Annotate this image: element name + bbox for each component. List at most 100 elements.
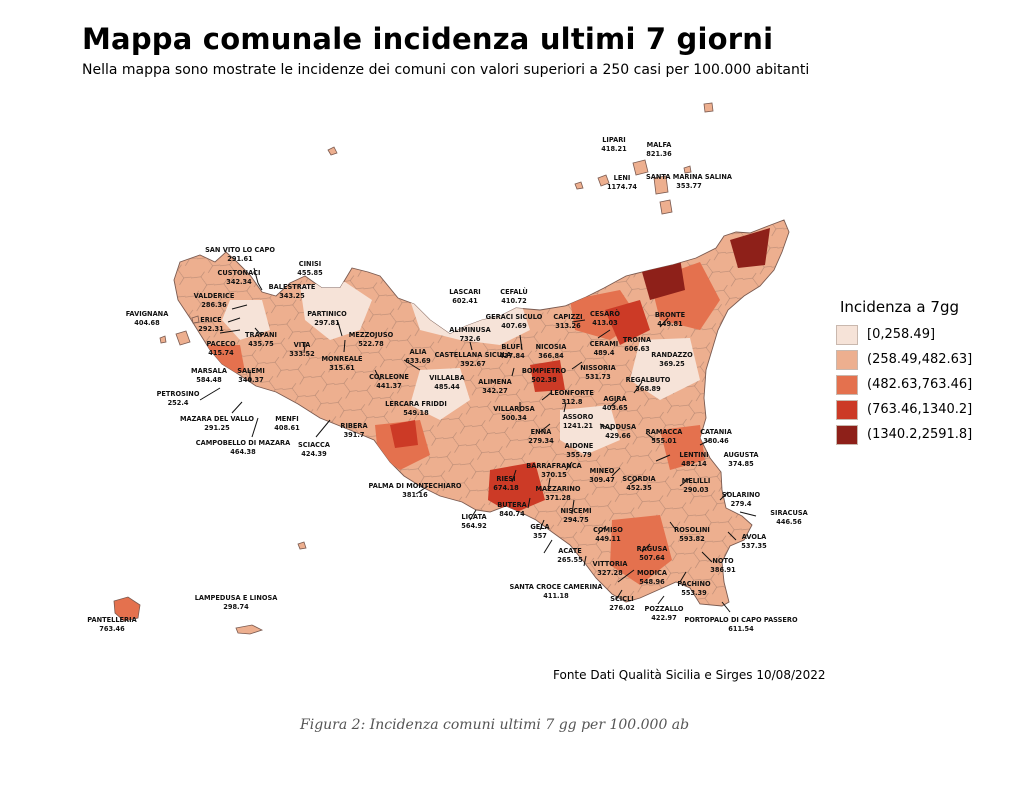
figure-caption: Figura 2: Incidenza comuni ultimi 7 gg p… [300,717,690,733]
label-solarino: SOLARINO 279.4 [722,491,761,508]
island-vulcano [659,199,673,215]
label-lascari: LASCARI 602.41 [449,288,481,305]
label-mineo: MINEO 309.47 [589,467,615,484]
label-lentini: LENTINI 482.14 [679,451,708,468]
label-ragusa: RAGUSA 507.64 [637,545,669,562]
label-gela: GELA 357 [530,523,550,540]
label-scicli: SCICLI 276.02 [609,595,635,612]
legend-swatch [836,374,858,395]
page-title: Mappa comunale incidenza ultimi 7 giorni [82,22,774,56]
label-menfi: MENFI 408.61 [274,415,300,432]
island-stromboli [703,102,714,113]
label-raddusa: RADDUSA 429.66 [600,423,637,440]
label-assoro: ASSORO 1241.21 [563,413,594,430]
region-low-etna [630,338,700,400]
label-aliminusa: ALIMINUSA 732.6 [449,326,491,343]
region-high-troina [605,300,650,345]
label-noto: NOTO 386.91 [710,557,736,574]
legend-item: (763.46,1340.2] [836,398,996,421]
label-san-vito-lo-capo: SAN VITO LO CAPO 291.61 [205,246,275,263]
label-mazara-del-vallo: MAZARA DEL VALLO 291.25 [180,415,254,432]
label-palma-di-montechiaro: PALMA DI MONTECHIARO 381.16 [369,482,462,499]
region-high-corleone [390,420,418,448]
label-enna: ENNA 279.34 [528,428,554,445]
island-lampedusa [235,624,264,635]
label-leni: LENI 1174.74 [607,174,637,191]
region-high-butera [488,462,545,514]
region-low-palermo [300,282,372,340]
label-riesi: RIESI 674.18 [493,475,519,492]
label-villarosa: VILLAROSA 500.34 [493,405,535,422]
region-mid-lentini [660,425,705,470]
label-acate: ACATE 265.55 [557,547,583,564]
label-cerami: CERAMI 489.4 [590,340,619,357]
label-bompietro: BOMPIETRO 502.38 [522,367,567,384]
legend-swatch [836,324,858,345]
label-regalbuto: REGALBUTO 368.89 [626,376,671,393]
label-campobello-di-mazara: CAMPOBELLO DI MAZARA 464.38 [196,439,291,456]
label-paceco: PACECO 415.74 [206,340,236,357]
label-villalba: VILLALBA 485.44 [429,374,465,391]
label-santa-marina-salina: SANTA MARINA SALINA 353.77 [646,173,733,190]
label-lercara-friddi: LERCARA FRIDDI 549.18 [385,400,447,417]
label-siracusa: SIRACUSA 446.56 [770,509,808,526]
label-melilli: MELILLI 290.03 [682,477,711,494]
label-custonaci: CUSTONACI 342.34 [218,269,261,286]
label-lampedusa-e-linosa: LAMPEDUSA E LINOSA 298.74 [195,594,279,611]
legend-label: (763.46,1340.2] [867,402,973,417]
label-pozzallo: POZZALLO 422.97 [645,605,684,622]
legend-label: (482.63,763.46] [867,377,973,392]
label-leonforte: LEONFORTE 312.8 [550,389,594,406]
label-licata: LICATA 564.92 [461,513,487,530]
source-note: Fonte Dati Qualità Sicilia e Sirges 10/0… [553,668,826,682]
legend-label: [0,258.49] [867,327,936,342]
label-pachino: PACHINO 553.39 [677,580,711,597]
label-vita: VITA 333.52 [289,341,315,358]
map-legend: Incidenza a 7gg [0,258.49] (258.49,482.6… [836,298,996,448]
island-lipari [653,175,669,195]
label-mezzojuso: MEZZOJUSO 522.78 [349,331,394,348]
label-mazzarino: MAZZARINO 371.28 [536,485,581,502]
label-troina: TROINA 606.63 [623,336,652,353]
island-salina [632,159,649,176]
island-alicudi [574,181,584,190]
legend-swatch [836,399,858,420]
island-favignana [175,330,191,346]
label-cefalu: CEFALÙ 410.72 [500,287,528,305]
label-augusta: AUGUSTA 374.85 [724,451,760,468]
minor-islands [113,102,714,635]
island-linosa [297,541,307,550]
label-nicosia: NICOSIA 366.84 [536,343,568,360]
label-capizzi: CAPIZZI 313.26 [553,313,582,330]
label-monreale: MONREALE 315.61 [321,355,363,372]
municipality-labels: LIPARI 418.21 MALFA 821.36 LENI 1174.74 SAN… [87,136,808,633]
label-modica: MODICA 548.96 [637,569,668,586]
label-barrafranca: BARRAFRANCA 370.15 [526,462,582,479]
label-castellana-sicula: CASTELLANA SICULA 392.67 [435,351,513,368]
label-balestrate: BALESTRATE 343.25 [269,283,316,300]
label-catania: CATANIA 380.46 [700,428,732,445]
label-comiso: COMISO 449.11 [593,526,623,543]
region-low-center [410,368,470,420]
label-scordia: SCORDIA 452.35 [622,475,656,492]
label-petrosino: PETROSINO 252.4 [157,390,200,407]
legend-item: (482.63,763.46] [836,373,996,396]
legend-item: (258.49,482.63] [836,348,996,371]
island-marettimo [159,335,167,344]
label-valderice: VALDERICE 286.36 [194,292,235,309]
label-alia: ALIA 633.69 [405,348,431,365]
label-geraci-siculo: GERACI SICULO 407.69 [486,313,543,330]
label-marsala: MARSALA 584.48 [191,367,228,384]
label-nissoria: NISSORIA 531.73 [580,364,616,381]
label-ribera: RIBERA 391.7 [340,422,368,439]
legend-item: (1340.2,2591.8] [836,423,996,446]
region-mid-ragusa [610,515,672,585]
label-favignana: FAVIGNANA 404.68 [126,310,170,327]
region-low-west [222,300,270,340]
legend-swatch [836,424,858,445]
island-filicudi [597,174,610,187]
label-niscemi: NISCEMI 294.75 [560,507,591,524]
label-randazzo: RANDAZZO 369.25 [651,351,693,368]
label-salemi: SALEMI 340.37 [237,367,265,384]
region-high-assoro [530,360,565,392]
